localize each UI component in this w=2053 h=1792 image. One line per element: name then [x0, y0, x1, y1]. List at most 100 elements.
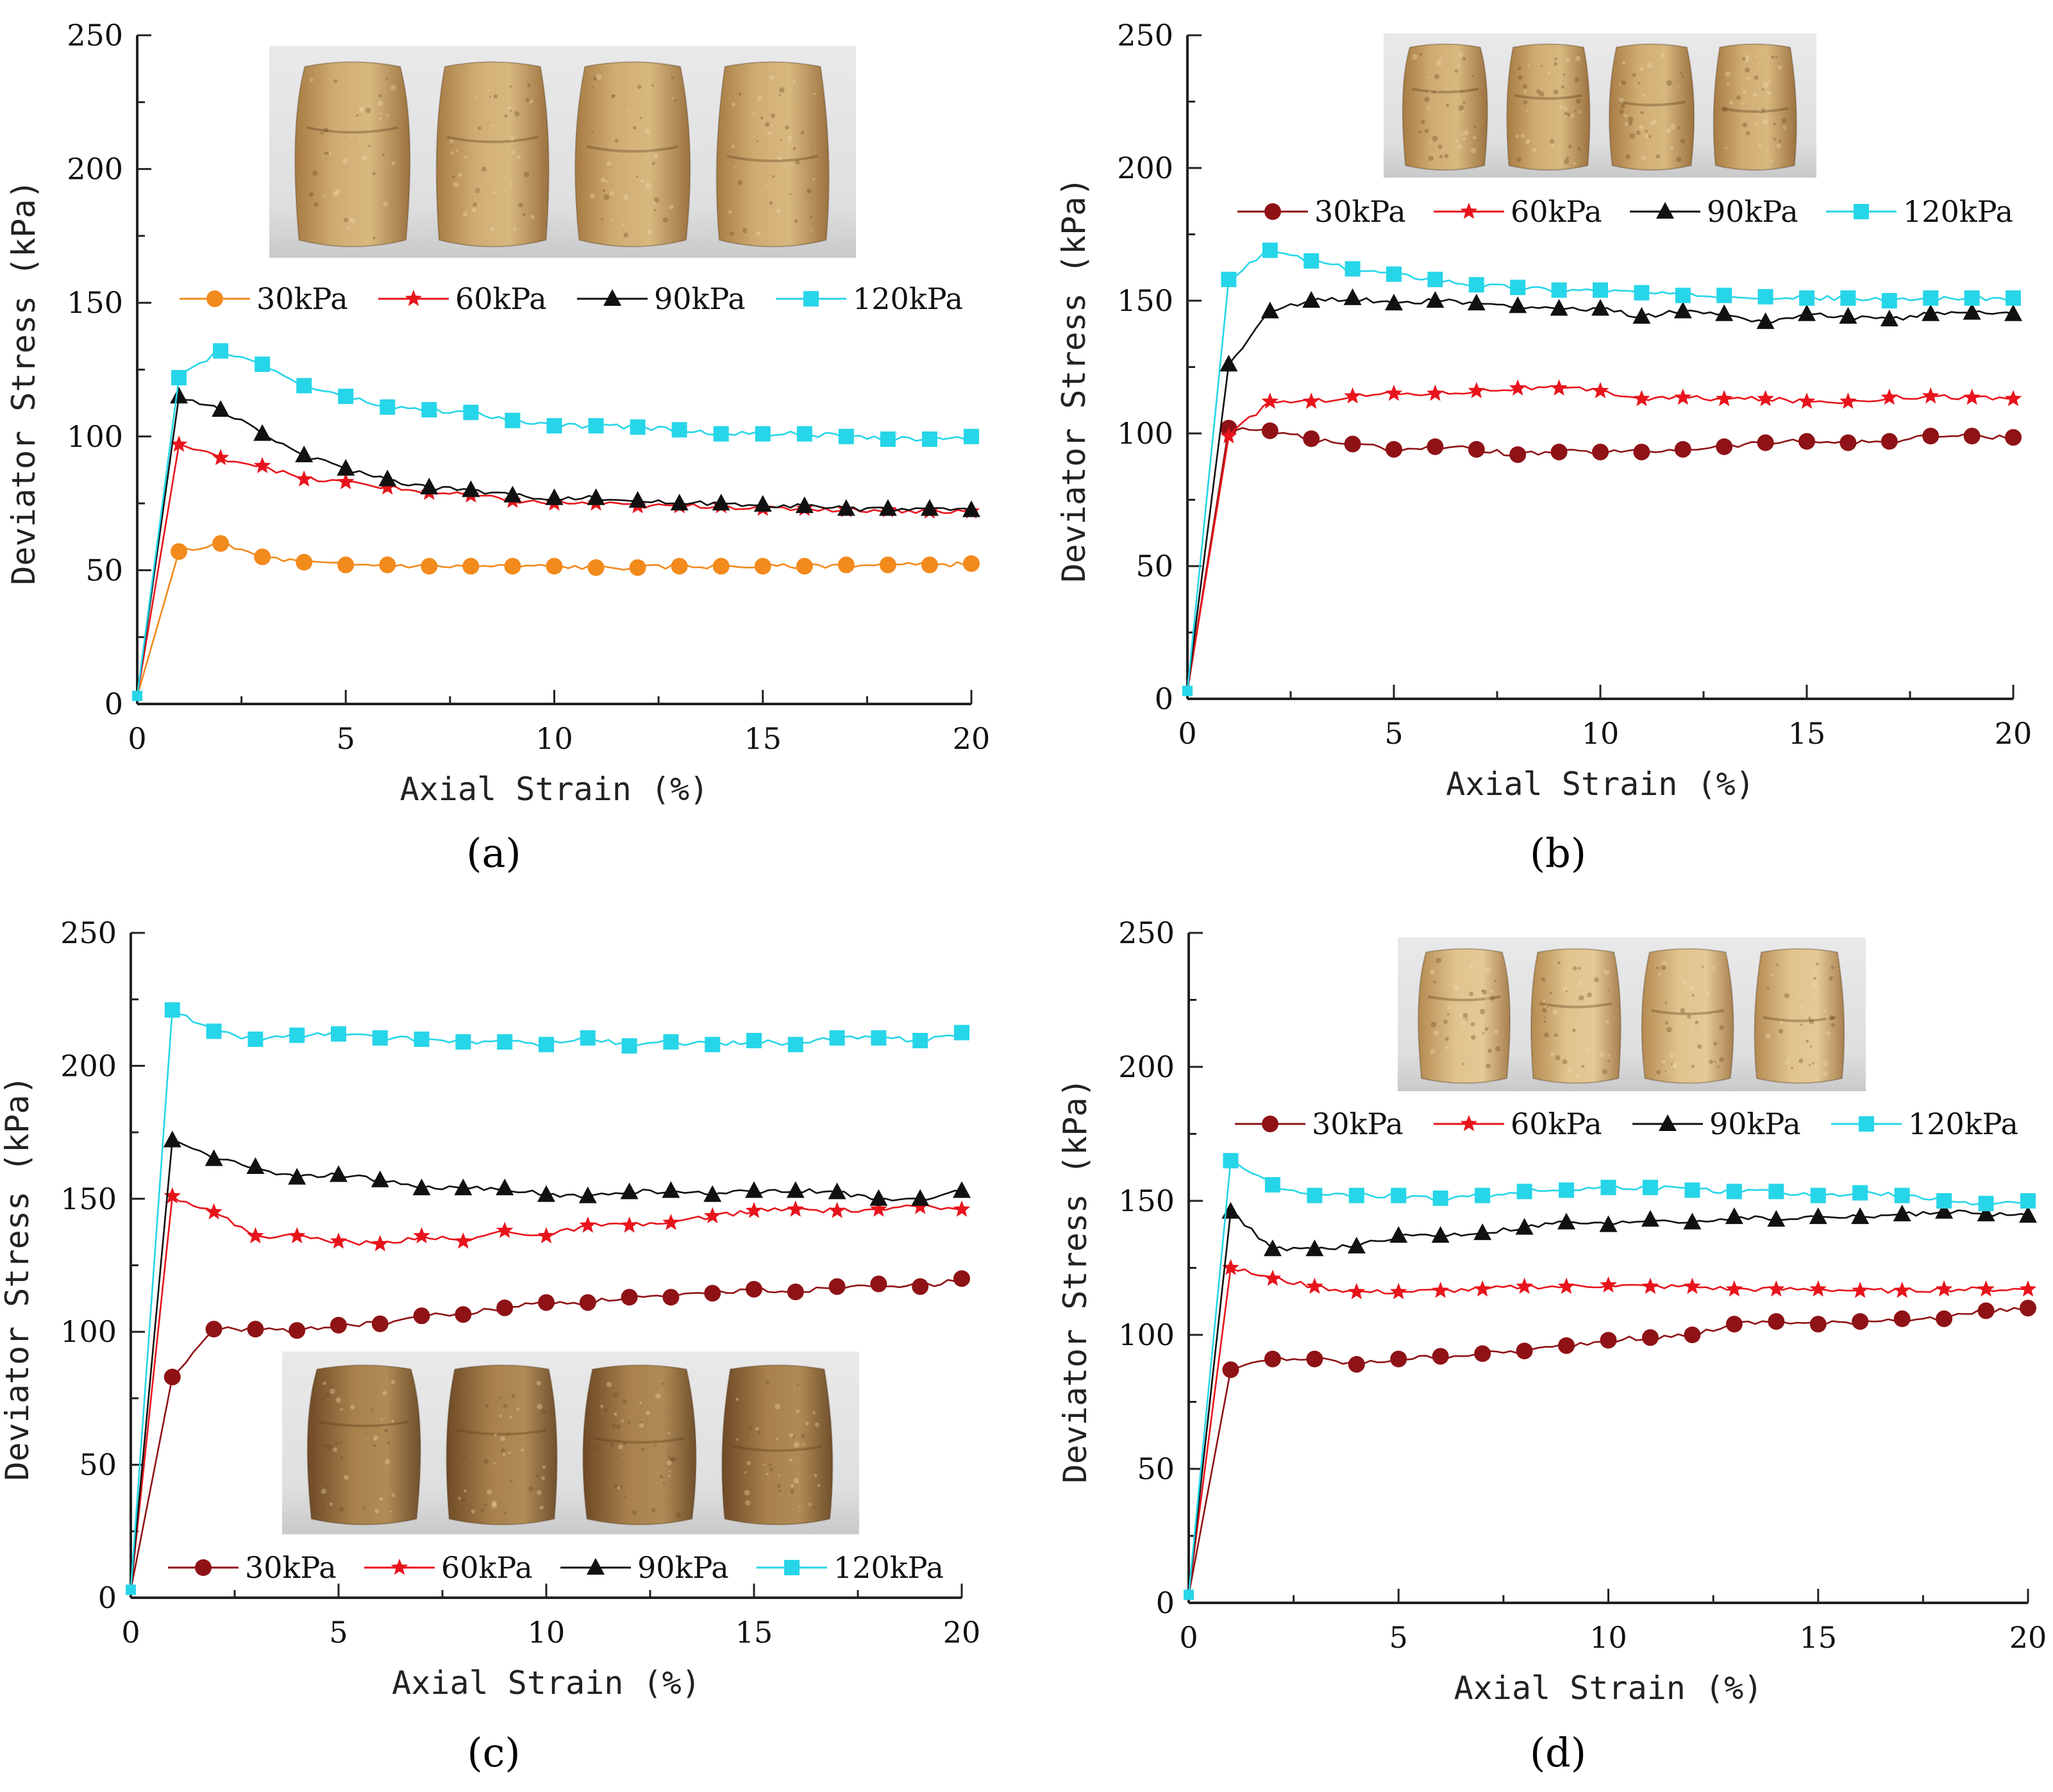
legend-label: 60kPa	[455, 281, 547, 316]
y-axis-title: Deviator Stress (kPa)	[0, 1075, 36, 1480]
data-point	[1725, 1207, 1743, 1225]
data-point	[462, 558, 480, 575]
data-point	[911, 1189, 930, 1206]
data-point	[787, 1283, 804, 1300]
data-point	[1684, 1277, 1701, 1294]
data-point	[1385, 384, 1403, 401]
data-point	[1809, 1280, 1827, 1297]
data-point	[578, 1186, 597, 1203]
data-point	[869, 1189, 888, 1206]
data-point	[921, 557, 938, 574]
data-point	[1600, 1332, 1617, 1349]
data-point	[330, 1232, 348, 1249]
soil-specimen	[582, 1364, 697, 1525]
data-point	[787, 1037, 803, 1053]
data-point	[745, 1202, 763, 1218]
y-tick-label: 200	[1117, 151, 1173, 185]
x-tick-label: 20	[943, 1615, 981, 1650]
legend-marker	[405, 290, 423, 306]
data-point	[621, 1289, 638, 1306]
y-tick-label: 150	[60, 1182, 117, 1216]
data-point	[1389, 1283, 1407, 1300]
y-tick-label: 50	[1135, 549, 1173, 583]
data-point	[829, 1030, 845, 1046]
legend-item: 60kPa	[1434, 1107, 1602, 1141]
data-point	[1344, 387, 1361, 404]
data-point	[1935, 1280, 1953, 1297]
legend-marker	[195, 1559, 212, 1576]
data-point	[870, 1275, 887, 1293]
x-tick-label: 5	[1389, 1620, 1408, 1655]
data-point	[1473, 1223, 1492, 1241]
data-point	[1509, 296, 1527, 314]
series-120kPa	[126, 1002, 969, 1595]
data-point	[414, 1031, 430, 1047]
data-point	[212, 449, 230, 465]
data-point	[331, 1026, 346, 1042]
data-point	[1767, 1210, 1786, 1227]
x-tick-label: 0	[1179, 1620, 1198, 1655]
y-tick-label: 100	[67, 419, 123, 454]
data-point	[705, 1037, 721, 1053]
data-point	[1726, 1184, 1742, 1200]
data-point	[254, 548, 271, 565]
data-point	[171, 370, 187, 386]
data-point	[1922, 387, 1940, 404]
x-tick-label: 0	[1178, 716, 1196, 751]
data-point	[378, 469, 397, 487]
data-point	[1306, 1277, 1323, 1294]
data-point	[828, 1202, 846, 1218]
series-30kPa	[1184, 1300, 2036, 1600]
data-point	[1839, 392, 1857, 409]
data-point	[1716, 287, 1732, 303]
series-30kPa	[126, 1270, 970, 1595]
y-tick-label: 0	[1155, 682, 1173, 716]
data-point	[838, 428, 854, 444]
legend-label: 90kPa	[1707, 194, 1798, 229]
soil-specimen	[1754, 948, 1845, 1084]
y-tick-label: 150	[1118, 1184, 1175, 1218]
data-point	[953, 1181, 971, 1198]
data-point	[588, 418, 604, 434]
soil-specimen	[574, 61, 691, 247]
data-point	[1964, 290, 1980, 306]
data-point	[1756, 312, 1775, 330]
data-point	[1768, 1313, 1785, 1330]
data-point	[253, 424, 272, 441]
data-point	[2006, 290, 2021, 306]
data-point	[953, 1200, 971, 1217]
legend-label: 90kPa	[654, 281, 746, 316]
data-point	[496, 1178, 514, 1196]
x-axis-title: Axial Strain (%)	[1446, 766, 1755, 803]
data-point	[247, 1227, 264, 1244]
data-point	[954, 1025, 969, 1041]
legend-marker	[206, 290, 223, 307]
y-axis-title: Deviator Stress (kPa)	[1055, 177, 1093, 582]
data-point	[1475, 1187, 1491, 1203]
data-point	[1633, 390, 1650, 406]
data-point	[796, 426, 812, 442]
data-point	[621, 1038, 637, 1054]
data-point	[670, 494, 689, 511]
legend-marker	[1460, 1115, 1478, 1132]
data-point	[247, 1321, 264, 1338]
data-point	[412, 1178, 431, 1196]
data-point	[505, 412, 521, 428]
data-point	[163, 1187, 181, 1203]
data-point	[1348, 1283, 1366, 1300]
data-point	[455, 1034, 471, 1050]
legend-item: 30kPa	[1237, 194, 1406, 229]
data-point	[662, 1214, 680, 1230]
data-point	[878, 499, 897, 516]
x-tick-label: 10	[535, 721, 573, 756]
data-point	[1219, 355, 1238, 372]
y-tick-label: 200	[67, 152, 123, 187]
legend: 30kPa 60kPa 90kPa 120kPa	[180, 281, 963, 316]
data-point	[212, 400, 230, 417]
x-tick-label: 5	[329, 1615, 348, 1650]
x-tick-label: 10	[1589, 1620, 1627, 1655]
legend-label: 90kPa	[637, 1550, 729, 1585]
series-90kPa	[126, 1130, 971, 1595]
data-point	[671, 558, 688, 575]
